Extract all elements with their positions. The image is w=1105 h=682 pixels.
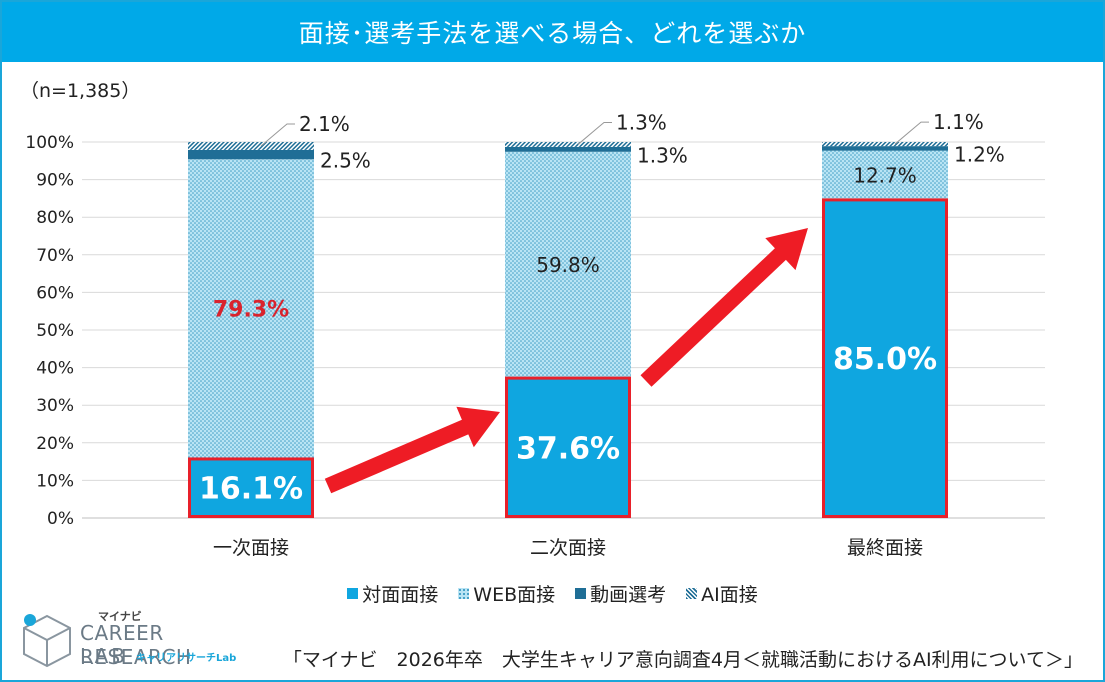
leader-line — [577, 121, 612, 145]
legend-label: AI面接 — [701, 584, 758, 606]
y-tick-label: 100% — [25, 133, 74, 153]
x-category-label: 二次面接 — [530, 537, 606, 559]
y-tick-label: 90% — [36, 171, 74, 191]
legend-label: WEB面接 — [473, 584, 556, 606]
bar-segment-web — [188, 159, 314, 458]
y-tick-label: 30% — [36, 396, 74, 416]
data-label-web: 12.7% — [853, 164, 917, 188]
bar-segment-ai — [505, 142, 631, 147]
legend-label: 動画選考 — [590, 584, 667, 606]
y-tick-label: 40% — [36, 359, 74, 379]
bar-segment-web — [822, 150, 948, 199]
legend-swatch-ai — [686, 588, 698, 599]
logo-brand: マイナビ — [98, 610, 142, 623]
x-category-label: 最終面接 — [847, 537, 923, 559]
cube-logo-icon — [23, 614, 71, 668]
data-label-face-to-face: 85.0% — [833, 342, 937, 377]
bar-segment-video — [505, 146, 631, 152]
chart-legend: 対面面接 WEB面接 動画選考 AI面接 — [0, 580, 1105, 607]
y-tick-label: 20% — [36, 434, 74, 454]
data-label-video: 1.2% — [954, 142, 1005, 166]
bar-segment-ai — [188, 142, 314, 150]
x-category-label: 一次面接 — [213, 537, 289, 559]
highlight-box — [188, 457, 314, 518]
data-label-ai: 1.1% — [933, 110, 984, 134]
bar-segment-face-to-face — [822, 198, 948, 518]
legend-item-video: 動画選考 — [575, 580, 666, 607]
data-label-ai: 1.3% — [616, 110, 667, 134]
logo-line1: CAREER RESEARCH — [80, 621, 192, 669]
data-label-ai: 2.1% — [299, 112, 350, 136]
sample-size-note: （n=1,385） — [20, 80, 141, 102]
y-tick-label: 0% — [47, 509, 74, 529]
logo-sub: キャリアリサーチLab — [136, 653, 237, 664]
highlight-box — [822, 198, 948, 518]
legend-label: 対面面接 — [362, 584, 439, 606]
data-label-web: 59.8% — [536, 253, 600, 277]
y-tick-label: 50% — [36, 321, 74, 341]
leader-line — [260, 123, 295, 147]
data-label-face-to-face: 16.1% — [199, 472, 303, 507]
y-tick-label: 80% — [36, 208, 74, 228]
legend-swatch-video — [575, 588, 587, 599]
legend-item-web: WEB面接 — [458, 580, 555, 607]
bar-segment-video — [188, 149, 314, 160]
legend-swatch-web — [458, 588, 470, 599]
legend-item-face-to-face: 対面面接 — [347, 580, 438, 607]
y-tick-label: 60% — [36, 283, 74, 303]
y-tick-label: 10% — [36, 471, 74, 491]
logo-line2: LAB — [80, 644, 129, 668]
data-label-video: 1.3% — [637, 143, 688, 167]
data-label-video: 2.5% — [320, 149, 371, 173]
leader-line — [894, 121, 929, 145]
bar-segment-web — [505, 151, 631, 377]
trend-arrow — [324, 406, 500, 494]
career-research-lab-logo: マイナビ CAREER RESEARCH LAB キャリアリサーチLab — [18, 608, 268, 669]
bar-segment-face-to-face — [505, 376, 631, 518]
legend-item-ai: AI面接 — [686, 580, 758, 607]
source-note: 「マイナビ 2026年卒 大学生キャリア意向調査4月＜就職活動におけるAI利用に… — [282, 649, 1083, 671]
highlight-box — [505, 376, 631, 518]
data-label-face-to-face: 37.6% — [516, 431, 620, 466]
y-tick-label: 70% — [36, 246, 74, 266]
legend-swatch-face-to-face — [347, 588, 359, 599]
data-label-web: 79.3% — [213, 297, 289, 322]
chart-title: 面接･選考手法を選べる場合、どれを選ぶか — [2, 2, 1103, 62]
bar-segment-video — [822, 146, 948, 151]
bar-segment-face-to-face — [188, 457, 314, 518]
trend-arrow — [640, 228, 808, 387]
bar-segment-ai — [822, 142, 948, 147]
